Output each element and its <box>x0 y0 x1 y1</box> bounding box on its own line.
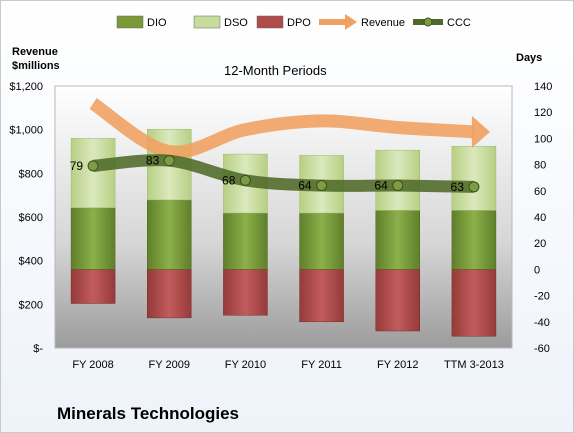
ccc-point <box>239 174 251 186</box>
y-left-tick-label: $1,000 <box>9 125 43 137</box>
company-name: Minerals Technologies <box>57 404 240 423</box>
bar-dio <box>70 207 116 270</box>
bar-dpo <box>451 269 497 337</box>
ccc-data-label: 83 <box>146 154 160 168</box>
x-tick-label: FY 2008 <box>72 359 113 371</box>
bar-dpo <box>147 269 192 319</box>
legend-swatch-revenue <box>319 14 357 30</box>
ccc-data-label: 64 <box>298 179 312 193</box>
legend-swatch-dso <box>193 15 221 29</box>
y-right-tick-label: 20 <box>534 238 546 250</box>
ccc-line <box>92 154 475 193</box>
x-tick-label: FY 2012 <box>377 359 418 371</box>
bar-dio <box>375 210 420 270</box>
y-right-tick-label: -40 <box>534 317 550 329</box>
ccc-data-label: 68 <box>222 173 236 187</box>
y-axis-right-label: Days <box>516 52 543 64</box>
bar-dso <box>451 146 497 211</box>
y-right-tick-label: -60 <box>534 343 550 355</box>
legend-label: DIO <box>147 17 167 29</box>
ccc-point <box>392 180 404 192</box>
chart-title: 12-Month Periods <box>224 63 327 78</box>
x-tick-label: FY 2011 <box>301 359 342 371</box>
bar-dio <box>299 212 344 270</box>
bar-dso <box>70 138 116 209</box>
y-right-tick-label: 140 <box>534 81 552 93</box>
y-axis-left-label: Revenue $millions <box>12 46 60 72</box>
bar-dpo <box>70 269 116 304</box>
legend-swatch-dio <box>116 15 144 29</box>
legend-label: DSO <box>224 17 248 29</box>
y-right-tick-label: -20 <box>534 291 550 303</box>
ccc-data-label: 64 <box>374 179 388 193</box>
ccc-point <box>316 180 328 192</box>
y-right-tick-label: 0 <box>534 264 540 276</box>
y-right-tick-label: 40 <box>534 212 546 224</box>
legend-marker-ccc <box>423 17 433 27</box>
y-left-tick-label: $- <box>33 343 43 355</box>
ccc-point <box>468 181 480 193</box>
y-left-tick-label: $200 <box>19 299 43 311</box>
y-left-tick-label: $1,200 <box>9 81 43 93</box>
legend-label: CCC <box>447 17 471 29</box>
bar-dio <box>223 212 268 270</box>
y-left-tick-label: $400 <box>19 256 43 268</box>
legend-label: Revenue <box>361 17 405 29</box>
ccc-data-label: 79 <box>70 159 84 173</box>
y-left-tick-label: $600 <box>19 212 43 224</box>
x-tick-label: FY 2010 <box>225 359 266 371</box>
revenue-arrowhead <box>471 115 490 148</box>
bar-dio <box>147 199 192 270</box>
ccc-point <box>163 155 175 167</box>
legend-label: DPO <box>287 17 311 29</box>
bar-dpo <box>299 269 344 323</box>
bar-dpo <box>375 269 420 332</box>
bar-dio <box>451 210 497 270</box>
revenue-line <box>89 97 475 159</box>
ccc-data-label: 63 <box>451 180 465 194</box>
y-right-tick-label: 80 <box>534 160 546 172</box>
x-tick-label: FY 2009 <box>149 359 190 371</box>
y-right-tick-label: 100 <box>534 133 552 145</box>
bar-dpo <box>223 269 268 316</box>
y-right-tick-label: 120 <box>534 107 552 119</box>
legend-swatch-dpo <box>256 15 284 29</box>
x-tick-label: TTM 3-2013 <box>444 359 504 371</box>
y-right-tick-label: 60 <box>534 186 546 198</box>
ccc-point <box>87 160 99 172</box>
y-left-tick-label: $800 <box>19 168 43 180</box>
